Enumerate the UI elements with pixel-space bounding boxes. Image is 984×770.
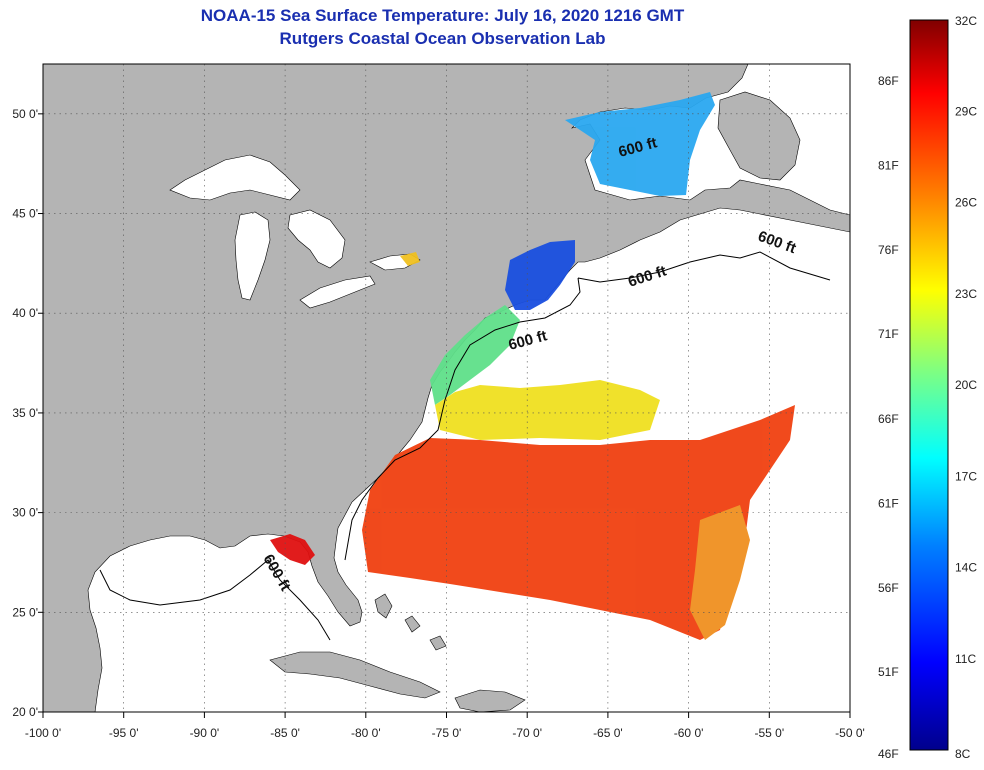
latitude-axis: 50 0' 45 0' 40 0' 35 0' 30 0' 25 0' 20 0' [12, 107, 43, 719]
lat-tick-label: 30 0' [12, 506, 38, 520]
lon-tick-label: -90 0' [190, 726, 220, 740]
lon-tick-label: -75 0' [432, 726, 462, 740]
colorbar-celsius-label: 29C [955, 104, 977, 118]
colorbar-fahrenheit-label: 66F [878, 412, 899, 426]
colorbar-fahrenheit-label: 56F [878, 581, 899, 595]
lon-tick-label: -50 0' [835, 726, 865, 740]
colorbar-fahrenheit-label: 61F [878, 496, 899, 510]
lake-erie [299, 275, 376, 309]
colorbar-fahrenheit-label: 71F [878, 327, 899, 341]
lat-tick-label: 25 0' [12, 605, 38, 619]
lat-tick-label: 35 0' [12, 406, 38, 420]
colorbar-celsius-label: 17C [955, 469, 977, 483]
lon-tick-label: -60 0' [674, 726, 704, 740]
colorbar-celsius-label: 20C [955, 378, 977, 392]
sst-swath-mid-atlantic-offshore [435, 380, 660, 440]
lat-tick-label: 50 0' [12, 107, 38, 121]
lon-tick-label: -65 0' [593, 726, 623, 740]
sst-swath-gulf-of-maine [505, 240, 575, 310]
map-title: NOAA-15 Sea Surface Temperature: July 16… [200, 6, 685, 25]
temperature-colorbar [909, 19, 949, 751]
colorbar-celsius-label: 14C [955, 561, 977, 575]
lon-tick-label: -100 0' [25, 726, 61, 740]
colorbar-top-label: 32C [955, 14, 977, 28]
colorbar-celsius-label: 26C [955, 196, 977, 210]
island-cuba [269, 651, 441, 699]
sst-swath-gulf-stream [362, 405, 795, 640]
lat-tick-label: 40 0' [12, 306, 38, 320]
lake-superior [169, 154, 301, 201]
lake-huron [287, 209, 346, 269]
lon-tick-label: -95 0' [109, 726, 139, 740]
lon-tick-label: -70 0' [512, 726, 542, 740]
colorbar-fahrenheit-label: 81F [878, 158, 899, 172]
colorbar-bottom-f-label: 46F [878, 747, 899, 761]
lat-tick-label: 20 0' [12, 705, 38, 719]
sst-swaths [270, 92, 795, 640]
colorbar-fahrenheit-label: 51F [878, 665, 899, 679]
island-bahamas [374, 593, 447, 651]
colorbar-celsius-label: 23C [955, 287, 977, 301]
lon-tick-label: -80 0' [351, 726, 381, 740]
sst-swath-florida-west [270, 534, 315, 565]
lat-lon-grid [43, 64, 850, 712]
sst-swath-gulf-of-st-lawrence [565, 92, 715, 196]
colorbar-celsius-labels: 29C 26C 23C 20C 17C 14C 11C [955, 104, 977, 666]
lon-tick-label: -85 0' [270, 726, 300, 740]
sst-swath-lake-ontario [400, 252, 420, 266]
lon-tick-label: -55 0' [754, 726, 784, 740]
colorbar-fahrenheit-label: 76F [878, 243, 899, 257]
colorbar-fahrenheit-labels: 86F 81F 76F 71F 66F 61F 56F 51F [878, 74, 899, 679]
lat-tick-label: 45 0' [12, 207, 38, 221]
colorbar-celsius-label: 11C [955, 652, 976, 666]
lake-michigan [234, 211, 271, 301]
longitude-axis: -100 0' -95 0' -90 0' -85 0' -80 0' -75 0' -70… [25, 712, 865, 740]
island-newfoundland [717, 91, 801, 181]
map-subtitle: Rutgers Coastal Ocean Observation Lab [279, 29, 606, 48]
sst-swath-sargasso-east [690, 505, 750, 640]
sst-swath-mid-atlantic-shelf [430, 305, 520, 405]
colorbar-fahrenheit-label: 86F [878, 74, 899, 88]
bathymetry-contour-600ft [99, 251, 831, 641]
island-hispaniola [454, 689, 526, 712]
colorbar-bottom-label: 8C [955, 747, 971, 761]
